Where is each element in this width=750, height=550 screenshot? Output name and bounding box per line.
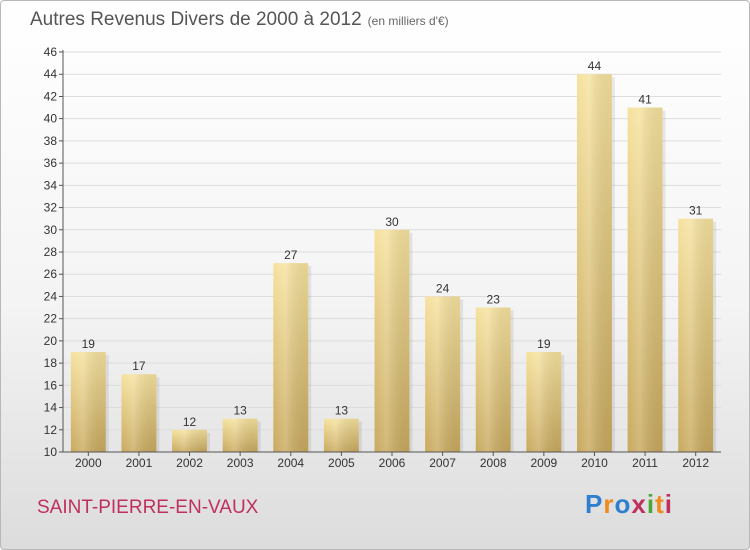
- brand-letter: i: [646, 489, 656, 519]
- bar-shine: [627, 107, 663, 453]
- bar-shine: [425, 296, 461, 452]
- brand-letter: o: [614, 489, 632, 519]
- value-label-2003: 13: [233, 404, 247, 418]
- bar-shine: [121, 374, 157, 452]
- bar-shine: [526, 352, 562, 452]
- x-tick-label-2004: 2004: [277, 456, 304, 470]
- y-tick-label: 30: [44, 223, 58, 237]
- chart-title: Autres Revenus Divers de 2000 à 2012 (en …: [30, 9, 449, 31]
- value-label-2010: 44: [588, 59, 602, 73]
- axes: [59, 50, 721, 456]
- brand-letter: i: [664, 489, 673, 519]
- bar-shine: [374, 229, 410, 452]
- value-label-2004: 27: [284, 248, 298, 262]
- y-tick-label: 36: [44, 156, 58, 170]
- x-tick-label-2008: 2008: [480, 456, 507, 470]
- y-tick-label: 46: [44, 45, 58, 59]
- x-tick-label-2002: 2002: [176, 456, 203, 470]
- chart-unit: (en milliers d'€): [367, 14, 449, 28]
- brand-letter: x: [631, 489, 647, 519]
- value-label-2000: 19: [82, 337, 96, 351]
- bars: [70, 74, 717, 453]
- y-tick-label: 34: [44, 178, 58, 192]
- value-label-2005: 13: [335, 404, 349, 418]
- x-tick-label-2012: 2012: [682, 456, 709, 470]
- bar-shine: [323, 418, 359, 452]
- x-tick-label-2000: 2000: [75, 456, 102, 470]
- x-tick-label-2009: 2009: [530, 456, 557, 470]
- bar-shine: [576, 74, 612, 452]
- y-tick-label: 44: [44, 67, 58, 81]
- value-label-2006: 30: [385, 215, 399, 229]
- y-tick-label: 22: [44, 312, 58, 326]
- value-label-2008: 23: [487, 293, 501, 307]
- chart-title-text: Autres Revenus Divers de 2000 à 2012: [30, 9, 362, 30]
- x-tick-label-2010: 2010: [581, 456, 608, 470]
- x-tick-label-2005: 2005: [328, 456, 355, 470]
- value-label-2011: 41: [638, 93, 652, 107]
- value-label-2001: 17: [132, 359, 146, 373]
- bar-shine: [475, 307, 511, 452]
- y-tick-label: 14: [44, 401, 58, 415]
- y-tick-label: 24: [44, 289, 58, 303]
- value-label-2002: 12: [183, 415, 197, 429]
- x-tick-label-2011: 2011: [632, 456, 658, 470]
- y-tick-label: 38: [44, 134, 58, 148]
- bar-shine: [70, 352, 106, 452]
- x-tick-label-2006: 2006: [379, 456, 406, 470]
- x-tick-label-2003: 2003: [227, 456, 254, 470]
- x-tick-label-2001: 2001: [126, 456, 153, 470]
- bar-shine: [273, 263, 309, 452]
- labels: 10 12 14 16 18 20 22 24 26 28 30 32 34 36 38 40 42 44 46 20…: [44, 45, 710, 470]
- y-tick-label: 10: [44, 445, 58, 459]
- y-tick-label: 16: [44, 378, 58, 392]
- y-tick-label: 42: [44, 89, 58, 103]
- bar-shine: [222, 418, 258, 452]
- y-tick-label: 18: [44, 356, 58, 370]
- bar-shine: [172, 429, 208, 452]
- brand-letter: P: [585, 489, 604, 519]
- commune-name: SAINT-PIERRE-EN-VAUX: [37, 497, 259, 518]
- y-tick-label: 12: [44, 423, 58, 437]
- y-tick-label: 32: [44, 201, 58, 215]
- y-tick-label: 28: [44, 245, 58, 259]
- y-tick-label: 26: [44, 267, 58, 281]
- brand-letter: r: [603, 489, 615, 519]
- bar-shine: [678, 218, 714, 452]
- brand-letter: t: [655, 489, 665, 519]
- value-label-2009: 19: [537, 337, 551, 351]
- value-label-2012: 31: [689, 204, 703, 218]
- y-tick-label: 20: [44, 334, 58, 348]
- y-tick-label: 40: [44, 112, 58, 126]
- value-label-2007: 24: [436, 281, 450, 295]
- brand-logo: Proxiti: [585, 489, 673, 520]
- x-tick-label-2007: 2007: [429, 456, 456, 470]
